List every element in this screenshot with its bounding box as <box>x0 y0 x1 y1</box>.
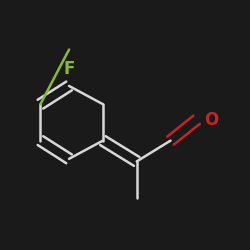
Text: O: O <box>204 111 218 129</box>
Text: F: F <box>63 60 75 78</box>
